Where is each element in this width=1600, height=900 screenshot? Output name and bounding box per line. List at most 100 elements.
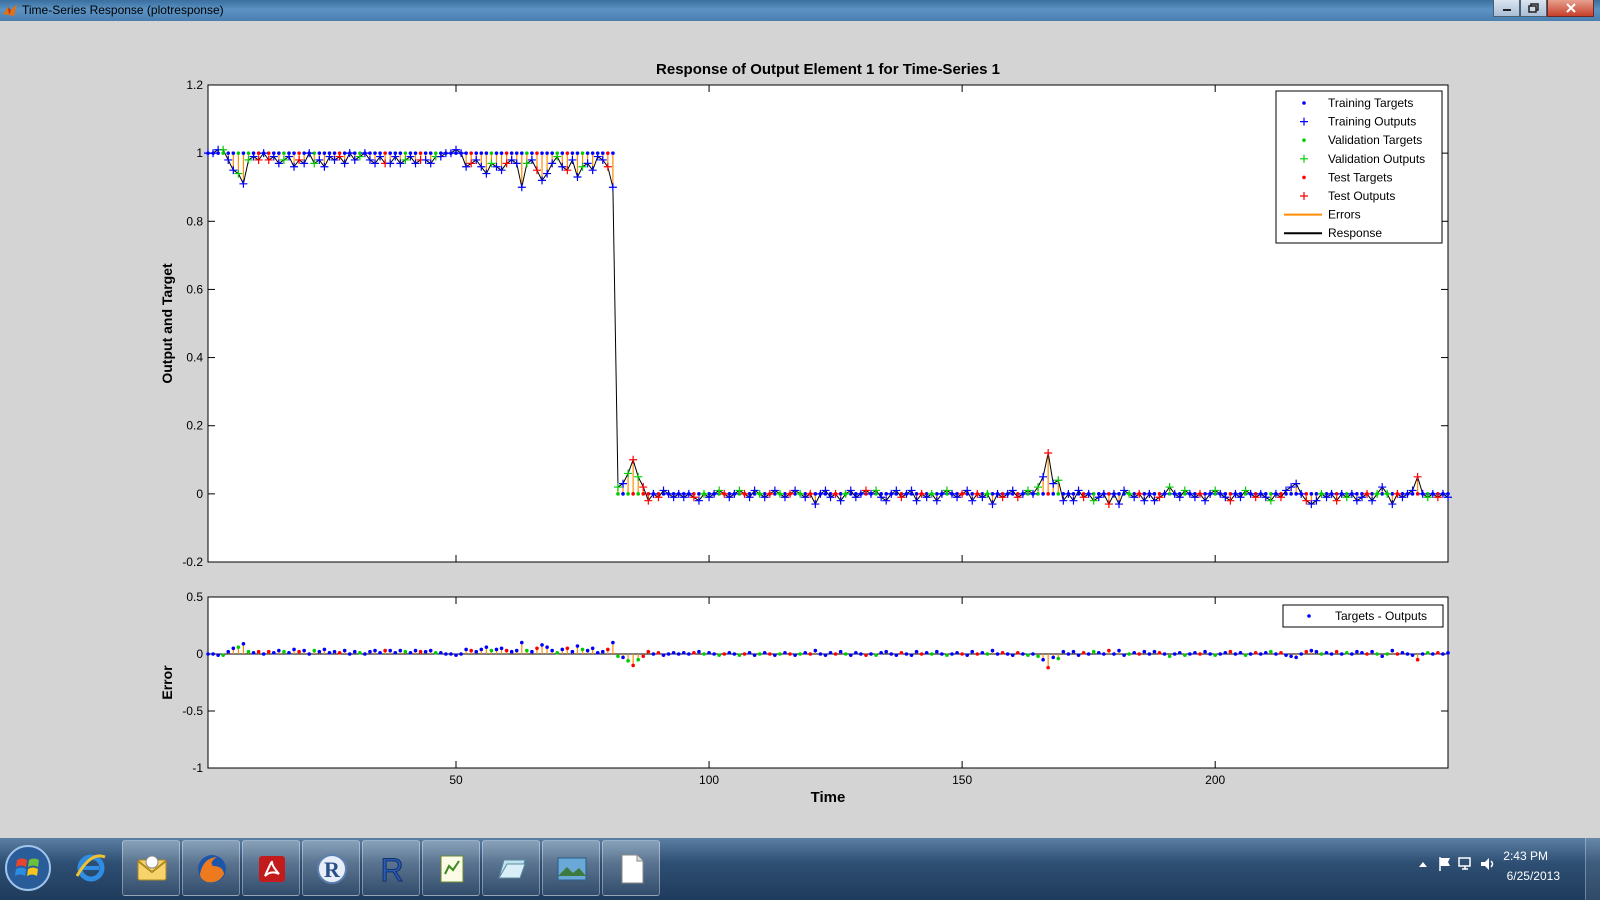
training-output-point	[477, 162, 486, 171]
training-error-point	[884, 649, 889, 654]
training-output-point	[391, 152, 400, 161]
training-error-point	[1203, 649, 1207, 654]
training-output-point	[1261, 493, 1270, 502]
test-error-point	[469, 648, 473, 653]
training-error-point	[1142, 649, 1147, 654]
training-error-point	[707, 651, 711, 655]
minimize-button[interactable]	[1493, 0, 1520, 17]
test-error-point	[656, 651, 661, 655]
training-error-point	[1162, 652, 1167, 656]
taskbar-firefox[interactable]	[182, 840, 240, 896]
training-output-point	[593, 152, 602, 161]
notepad-icon	[440, 855, 464, 883]
legend-label: Errors	[1328, 208, 1361, 222]
training-target-point	[413, 151, 418, 155]
taskbar-folder[interactable]	[482, 840, 540, 896]
training-error-point	[1390, 648, 1395, 653]
training-error-point	[970, 649, 975, 654]
training-error-point	[1258, 652, 1263, 656]
training-output-point	[826, 493, 835, 502]
show-desktop-button[interactable]	[1585, 838, 1600, 900]
training-output-point	[527, 155, 536, 164]
test-output-point	[765, 489, 774, 498]
training-error-point	[697, 649, 701, 654]
network-icon[interactable]	[1458, 856, 1474, 872]
training-output-point	[365, 155, 374, 164]
close-button[interactable]	[1547, 0, 1594, 17]
training-error-point	[1132, 651, 1137, 655]
training-error-point	[545, 645, 549, 649]
training-target-point	[514, 151, 519, 155]
test-output-point	[1196, 489, 1204, 498]
test-target-point	[535, 151, 539, 155]
photo-viewer-icon	[557, 857, 587, 881]
taskbar-acrobat[interactable]	[242, 840, 300, 896]
error-xtick-label: 50	[449, 773, 463, 787]
training-output-point	[912, 496, 921, 505]
training-output-point	[396, 159, 405, 168]
legend-dot-marker	[1302, 101, 1306, 105]
training-output-point	[608, 183, 617, 192]
restore-button[interactable]	[1520, 0, 1547, 17]
taskbar-document[interactable]	[602, 840, 660, 896]
training-error-point	[1284, 653, 1288, 657]
training-error-point	[1329, 652, 1334, 656]
taskbar-ie[interactable]	[62, 840, 120, 896]
windows-start-icon[interactable]	[3, 843, 53, 893]
clock-time[interactable]: 2:43 PM	[1503, 849, 1548, 863]
validation-error-point	[246, 649, 251, 654]
response-ytick-label: 1	[196, 146, 203, 160]
training-output-point	[1231, 489, 1240, 498]
validation-error-point	[555, 651, 560, 655]
test-error-point	[256, 649, 261, 654]
training-error-point	[317, 649, 322, 654]
chart-svg: Response of Output Element 1 for Time-Se…	[159, 61, 1452, 806]
taskbar-notepad[interactable]	[422, 840, 480, 896]
training-output-point	[598, 155, 607, 164]
training-error-point	[1086, 652, 1091, 656]
training-error-point	[464, 647, 468, 652]
training-output-point	[386, 159, 395, 168]
training-output-point	[1150, 496, 1159, 505]
training-error-point	[1410, 653, 1415, 657]
training-target-point	[550, 151, 554, 155]
training-error-point	[1066, 652, 1071, 656]
training-error-point	[1370, 649, 1374, 654]
error-ytick-label: -0.5	[182, 704, 203, 718]
test-target-point	[646, 492, 651, 496]
volume-icon[interactable]	[1480, 856, 1496, 872]
test-error-point	[1253, 651, 1258, 655]
training-error-point	[980, 651, 985, 655]
taskbar-outlook[interactable]	[122, 840, 180, 896]
action-center-flag-icon[interactable]	[1438, 856, 1452, 872]
error-axes	[207, 596, 1449, 769]
taskbar-r[interactable]: R	[302, 840, 360, 896]
window-titlebar[interactable]: Time-Series Response (plotresponse)	[0, 0, 1600, 21]
training-output-point	[371, 159, 380, 168]
training-output-point	[1236, 493, 1245, 502]
test-error-point	[833, 652, 838, 656]
test-error-point	[535, 646, 539, 651]
test-target-point	[1046, 492, 1050, 496]
validation-target-point	[1091, 492, 1096, 496]
training-output-point	[993, 489, 1002, 498]
clock-date[interactable]: 6/25/2013	[1506, 869, 1560, 883]
training-output-point	[730, 489, 739, 498]
taskbar-photo-viewer[interactable]	[542, 840, 600, 896]
training-error-point	[1096, 651, 1101, 655]
legend-label: Validation Outputs	[1328, 152, 1425, 166]
show-hidden-icons-icon[interactable]	[1418, 860, 1428, 868]
training-target-point	[509, 151, 514, 155]
training-error-point	[570, 649, 575, 654]
training-error-point	[950, 652, 954, 656]
taskbar-rstudio[interactable]: R	[362, 840, 420, 896]
test-output-point	[861, 486, 870, 495]
training-output-point	[902, 489, 911, 498]
test-error-point	[1395, 652, 1400, 656]
validation-output-point	[1165, 483, 1174, 492]
test-output-point	[1155, 493, 1164, 502]
training-output-point	[436, 152, 445, 161]
training-error-point	[1263, 651, 1268, 655]
test-output-point	[1393, 489, 1402, 498]
training-output-point	[1201, 496, 1210, 505]
